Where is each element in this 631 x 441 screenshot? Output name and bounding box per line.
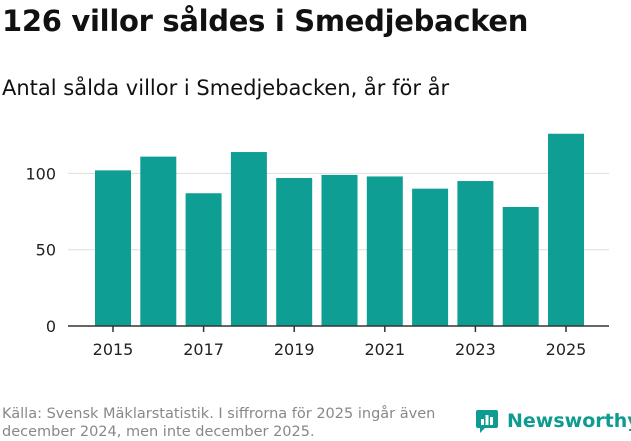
x-tick-label-2023: 2023 [455,340,496,359]
bar-2017 [185,193,222,326]
x-tick-label-2019: 2019 [274,340,315,359]
bar-chart: 0 50 100 2015 2017 2019 2021 2023 2025 [25,133,609,359]
brand-name: Newsworthy [507,410,631,432]
bar-2024 [502,206,539,326]
bar-2015 [95,170,131,326]
x-tick-label-2017: 2017 [183,340,224,359]
x-tick-label-2021: 2021 [364,340,405,359]
bar-2023 [457,181,494,326]
bar-2022 [412,188,449,326]
newsworthy-logo: Newsworthy [475,408,631,434]
bar-2025 [548,133,584,326]
bar-2020 [321,174,358,326]
bar-2018 [230,152,267,326]
x-tick-label-2025: 2025 [546,340,587,359]
chart-title: 126 villor såldes i Smedjebacken [2,4,529,38]
y-tick-label-100: 100 [25,164,56,183]
bar-2016 [140,156,177,326]
chart-subtitle: Antal sålda villor i Smedjebacken, år fö… [2,76,450,100]
y-tick-label-0: 0 [46,317,56,336]
y-tick-label-50: 50 [36,241,56,260]
newsworthy-logo-icon [476,410,498,433]
bar-2021 [366,176,403,326]
x-tick-label-2015: 2015 [93,340,134,359]
bar-2019 [276,177,313,326]
source-note: Källa: Svensk Mäklarstatistik. I siffror… [2,406,436,440]
